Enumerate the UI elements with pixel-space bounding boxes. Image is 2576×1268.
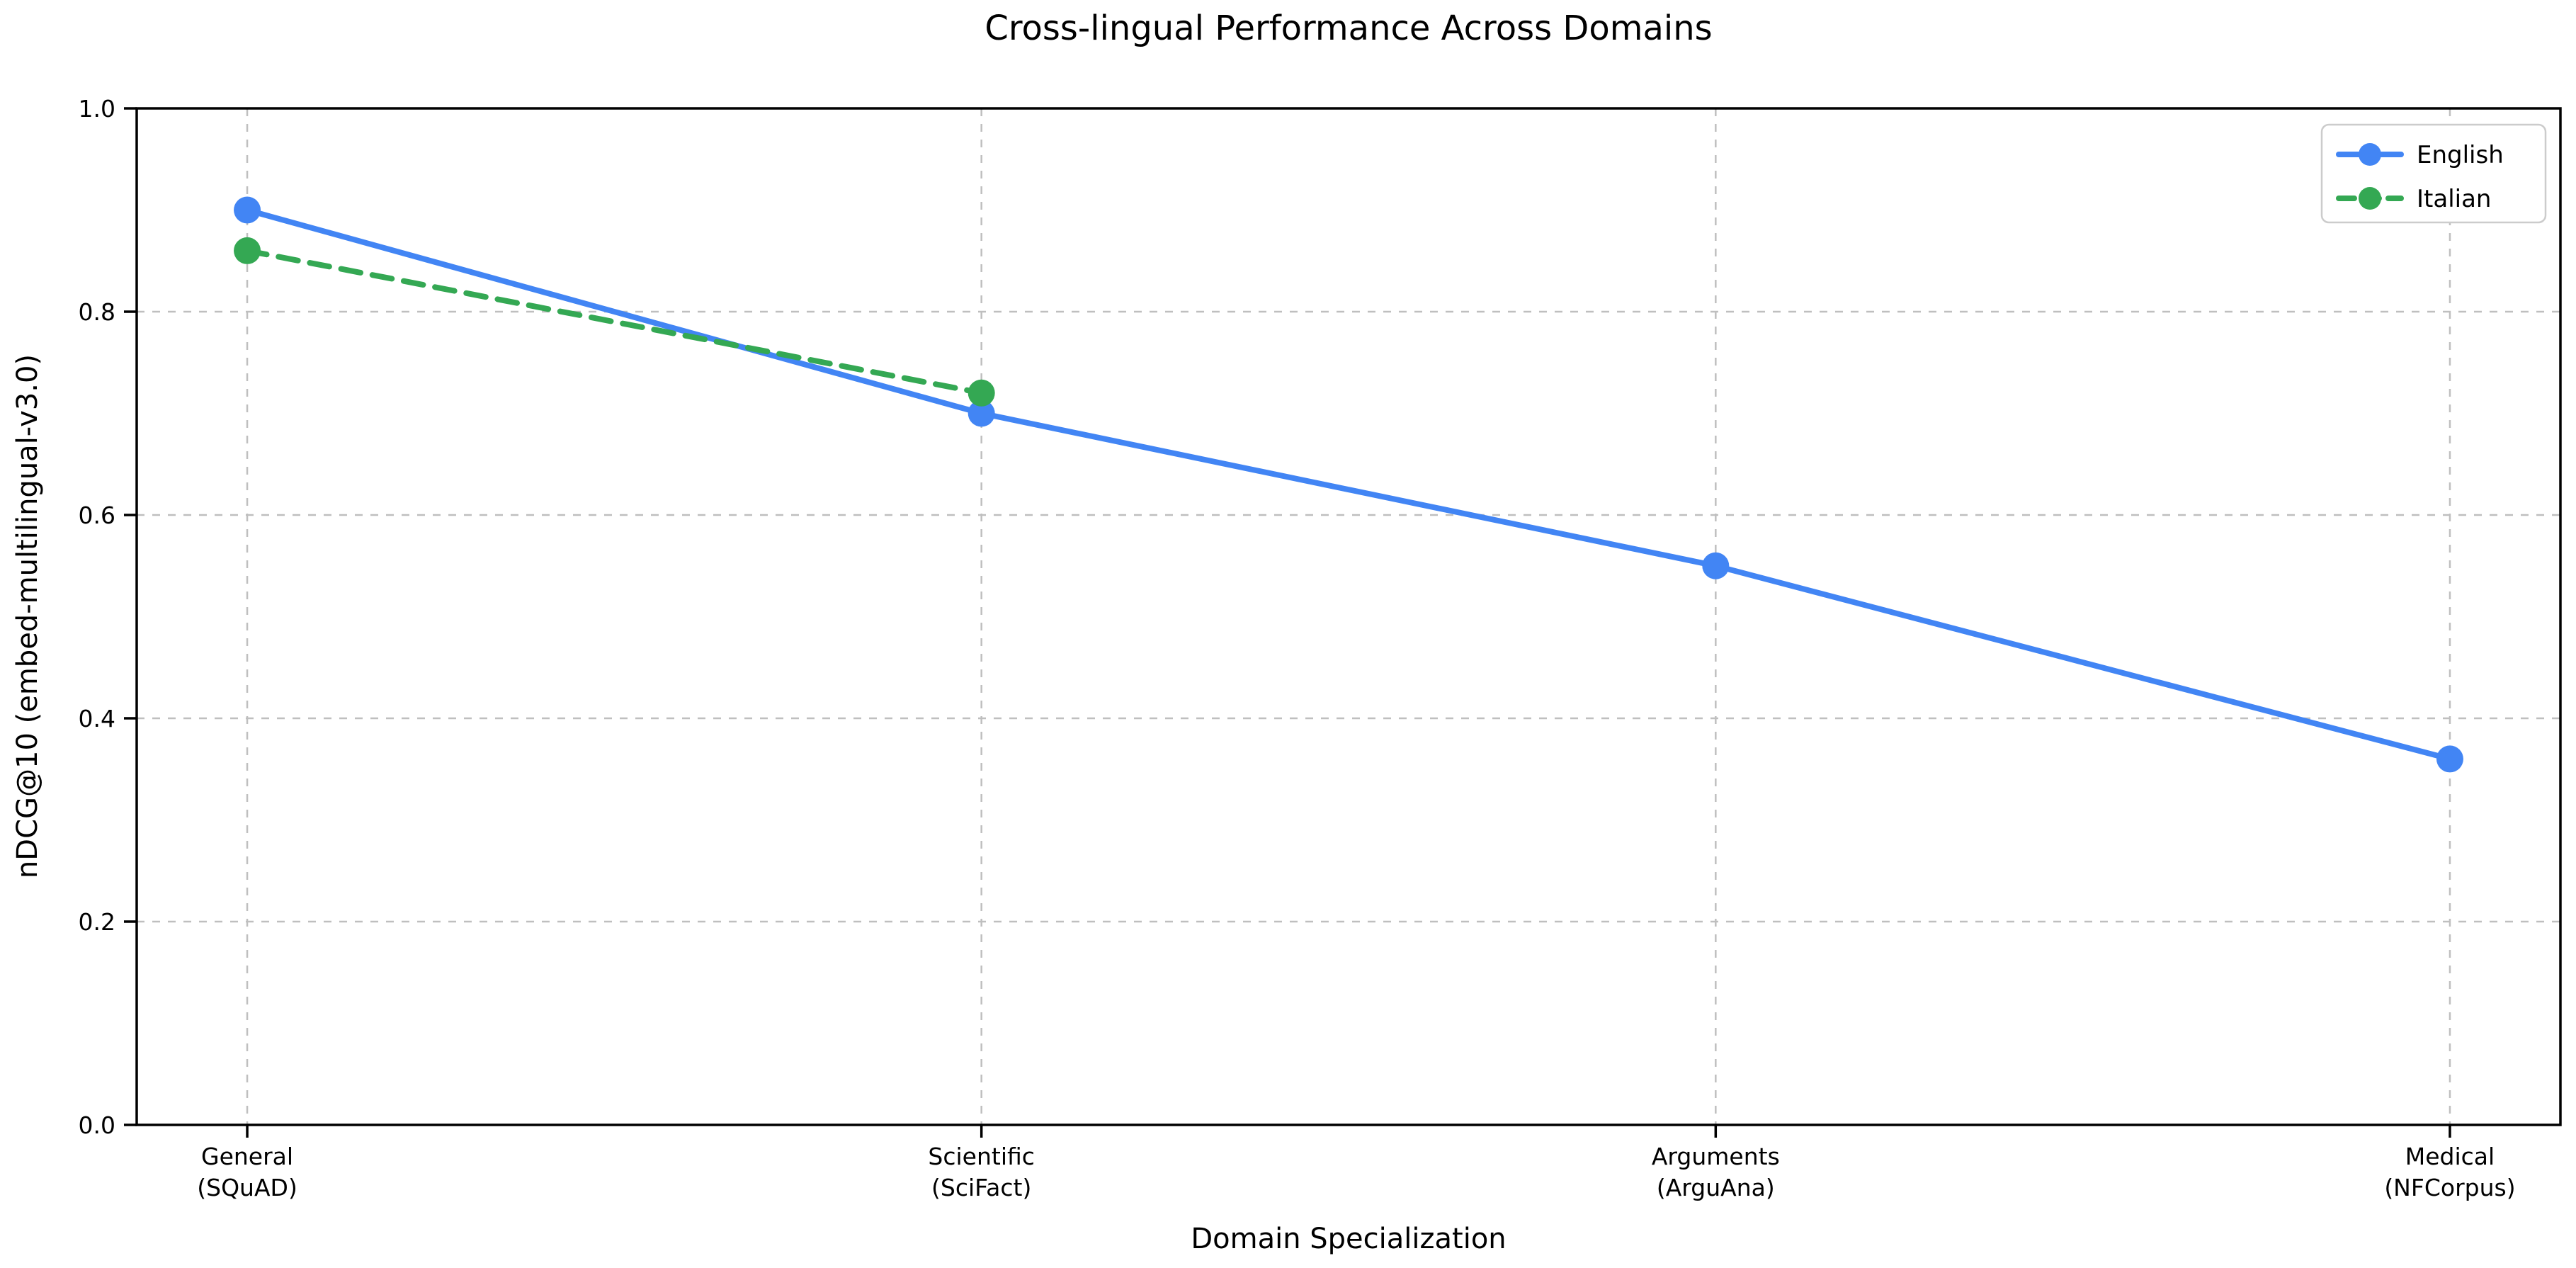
x-tick-label: Medical (NFCorpus)	[2384, 1143, 2515, 1201]
data-point-italian	[234, 237, 261, 264]
legend-swatch-marker	[2359, 143, 2381, 166]
y-tick-label: 0.4	[79, 705, 115, 732]
x-tick-label: Arguments (ArguAna)	[1652, 1143, 1780, 1201]
y-tick-label: 0.2	[79, 908, 115, 936]
y-tick-label: 0.0	[79, 1111, 115, 1139]
legend-item-label: Italian	[2417, 185, 2491, 213]
plot-border	[135, 107, 2562, 1126]
legend-item-english: English	[2336, 141, 2504, 169]
data-point-english	[1702, 552, 1730, 579]
y-tick-label: 0.8	[79, 298, 115, 326]
y-tick-label: 1.0	[79, 95, 115, 123]
legend: English Italian	[2320, 123, 2547, 224]
grid-layer	[137, 107, 2560, 1126]
series-line-english	[244, 207, 2453, 762]
chart-title: Cross-lingual Performance Across Domains	[985, 9, 1712, 48]
data-point-english	[968, 400, 995, 427]
legend-swatch-marker	[2359, 187, 2381, 210]
x-axis-label: Domain Specialization	[1191, 1223, 1506, 1255]
legend-item-label: English	[2417, 141, 2504, 169]
series-layer	[234, 196, 2463, 773]
y-tick-label: 0.6	[79, 502, 115, 529]
legend-item-italian: Italian	[2336, 185, 2491, 213]
y-axis-label: nDCG@10 (embed-multilingual-v3.0)	[11, 354, 44, 878]
data-point-english	[234, 196, 261, 224]
data-point-italian	[968, 379, 995, 407]
series-line-italian	[244, 247, 985, 396]
x-tick-label: General (SQuAD)	[197, 1143, 297, 1201]
axes-layer: 0.0 0.2 0.4 0.6 0.8 1.0 General (SQuAD) Scientif…	[79, 95, 2562, 1201]
data-point-english	[2436, 745, 2463, 773]
x-tick-label: Scientific (SciFact)	[928, 1143, 1035, 1201]
